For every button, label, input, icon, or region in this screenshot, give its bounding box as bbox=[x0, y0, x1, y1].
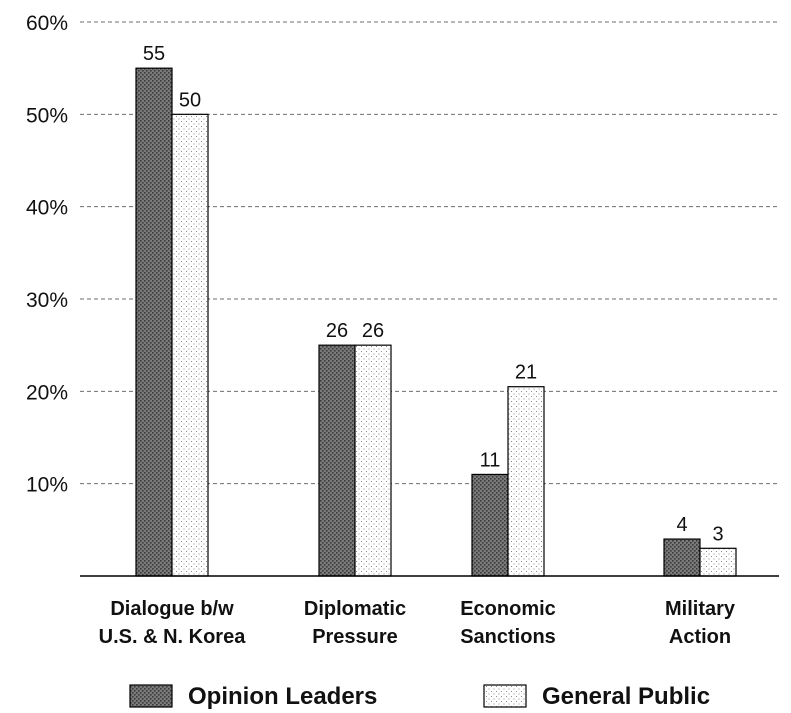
data-label: 55 bbox=[143, 43, 165, 65]
bar-opinion-leaders bbox=[663, 538, 701, 577]
legend-label: Opinion Leaders bbox=[188, 683, 377, 710]
bar-general-public bbox=[171, 113, 209, 577]
x-axis-category-labels: Dialogue b/w U.S. & N. Korea Diplomatic Pre… bbox=[99, 598, 736, 648]
data-label: 4 bbox=[676, 514, 687, 536]
x-category-label: U.S. & N. Korea bbox=[99, 626, 247, 648]
data-label: 50 bbox=[179, 89, 201, 111]
bar-opinion-leaders bbox=[318, 344, 356, 577]
gridlines bbox=[80, 21, 779, 485]
x-category-label: Dialogue b/w bbox=[110, 598, 234, 620]
bar-general-public bbox=[699, 547, 737, 577]
y-tick-label: 50% bbox=[26, 104, 68, 127]
data-label: 21 bbox=[515, 362, 537, 384]
y-tick-label: 40% bbox=[26, 197, 68, 220]
y-tick-label: 20% bbox=[26, 381, 68, 404]
legend-swatch bbox=[129, 684, 173, 708]
bar-general-public bbox=[507, 386, 545, 577]
bar-general-public bbox=[354, 344, 392, 577]
y-tick-label: 10% bbox=[26, 474, 68, 497]
x-category-label: Diplomatic bbox=[304, 598, 406, 620]
bar-opinion-leaders bbox=[471, 473, 509, 577]
data-label: 3 bbox=[712, 523, 723, 545]
data-labels: 55 50 26 26 11 21 4 3 bbox=[143, 43, 724, 545]
x-category-label: Sanctions bbox=[460, 626, 556, 648]
x-category-label: Action bbox=[669, 626, 731, 648]
y-tick-label: 30% bbox=[26, 289, 68, 312]
bar-opinion-leaders bbox=[135, 67, 173, 577]
data-label: 26 bbox=[362, 320, 384, 342]
legend-swatch bbox=[483, 684, 527, 708]
x-category-label: Military bbox=[665, 598, 736, 620]
x-category-label: Economic bbox=[460, 598, 556, 620]
y-axis-tick-labels: 10% 20% 30% 40% 50% 60% bbox=[26, 12, 68, 497]
legend-label: General Public bbox=[542, 683, 710, 710]
legend: Opinion Leaders General Public bbox=[129, 683, 710, 710]
bars bbox=[135, 67, 737, 577]
y-tick-label: 60% bbox=[26, 12, 68, 35]
data-label: 11 bbox=[480, 449, 501, 471]
x-category-label: Pressure bbox=[312, 626, 398, 648]
data-label: 26 bbox=[326, 320, 348, 342]
